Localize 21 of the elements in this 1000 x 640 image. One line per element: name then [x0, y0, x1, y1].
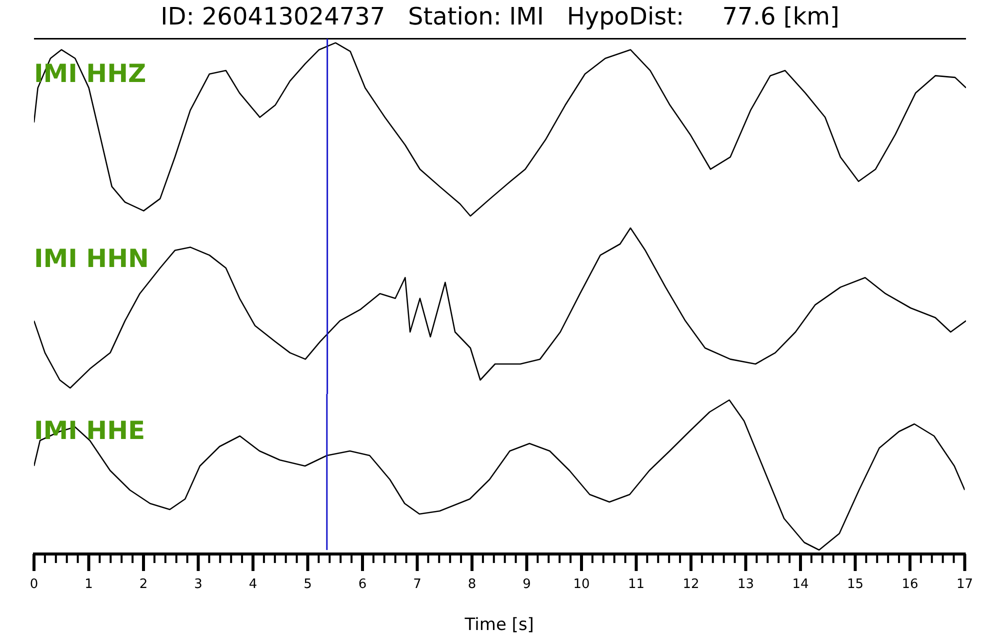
x-tick-label: 6: [358, 577, 367, 592]
x-tick-label: 13: [737, 577, 754, 592]
x-axis-title: Time [s]: [464, 615, 534, 636]
x-tick-label: 10: [573, 577, 590, 592]
x-tick-label: 7: [413, 577, 422, 592]
x-tick-label: 0: [30, 577, 38, 592]
x-tick-label: 5: [304, 577, 312, 592]
x-tick-label: 9: [522, 577, 531, 592]
x-tick-label: 4: [248, 577, 258, 592]
x-tick-label: 16: [902, 577, 918, 592]
x-tick-label: 2: [139, 577, 148, 592]
x-tick-label: 15: [846, 577, 864, 592]
x-tick-label: 17: [956, 577, 973, 592]
x-tick-label: 1: [84, 577, 93, 592]
x-tick-label: 11: [628, 577, 645, 592]
series-label: IMI HHN: [34, 244, 149, 273]
chart-title: ID: 260413024737 Station: IMI HypoDist: 77.6 [km]: [160, 2, 840, 31]
x-tick-label: 8: [468, 577, 476, 592]
x-tick-label: 12: [682, 577, 700, 592]
x-tick-label: 14: [792, 577, 809, 592]
x-tick-label: 3: [194, 577, 202, 592]
